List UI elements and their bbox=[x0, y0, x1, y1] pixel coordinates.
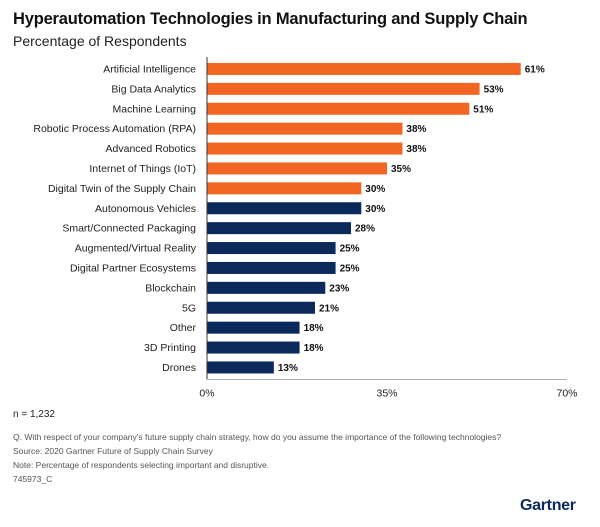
bar bbox=[207, 222, 351, 235]
category-label: Advanced Robotics bbox=[106, 143, 196, 155]
bar bbox=[207, 182, 362, 195]
category-label: 5G bbox=[182, 302, 196, 314]
data-label: 30% bbox=[365, 204, 385, 215]
data-label: 25% bbox=[340, 244, 360, 255]
data-label: 51% bbox=[473, 104, 493, 115]
data-label: 38% bbox=[406, 144, 426, 155]
data-label: 28% bbox=[355, 224, 375, 235]
data-label: 21% bbox=[319, 303, 339, 314]
data-label: 13% bbox=[278, 363, 298, 374]
category-label: Other bbox=[170, 322, 197, 334]
bar bbox=[207, 82, 480, 95]
bar bbox=[207, 122, 403, 135]
chart-subtitle: Percentage of Respondents bbox=[13, 33, 187, 49]
question-note: Q. With respect of your company's future… bbox=[13, 432, 502, 442]
bar bbox=[207, 62, 521, 75]
category-label: Digital Twin of the Supply Chain bbox=[48, 183, 196, 195]
gartner-logo: Gartner bbox=[520, 497, 576, 514]
category-label: Blockchain bbox=[145, 282, 196, 294]
category-label: Autonomous Vehicles bbox=[95, 203, 196, 215]
chart-title: Hyperautomation Technologies in Manufact… bbox=[13, 10, 528, 28]
x-tick-label: 0% bbox=[199, 387, 214, 399]
data-label: 30% bbox=[365, 184, 385, 195]
bar bbox=[207, 102, 470, 115]
data-label: 53% bbox=[484, 84, 504, 95]
data-label: 38% bbox=[406, 124, 426, 135]
category-label: Digital Partner Ecosystems bbox=[70, 262, 196, 274]
x-tick-label: 35% bbox=[376, 387, 397, 399]
data-label: 23% bbox=[329, 283, 349, 294]
data-label: 35% bbox=[391, 164, 411, 175]
source-note: Source: 2020 Gartner Future of Supply Ch… bbox=[13, 446, 213, 456]
bar bbox=[207, 361, 274, 374]
bar bbox=[207, 202, 362, 215]
bar-chart: Artificial Intelligence 61% Big Data Analy… bbox=[33, 57, 578, 399]
bar bbox=[207, 162, 387, 175]
data-label: 18% bbox=[304, 343, 324, 354]
sample-size: n = 1,232 bbox=[13, 409, 55, 420]
bar bbox=[207, 341, 300, 354]
category-label: Robotic Process Automation (RPA) bbox=[33, 123, 196, 135]
category-label: Smart/Connected Packaging bbox=[62, 223, 196, 235]
bar bbox=[207, 261, 336, 274]
data-label: 61% bbox=[525, 64, 545, 75]
category-label: Machine Learning bbox=[113, 103, 197, 115]
chart-id: 745973_C bbox=[13, 474, 53, 484]
bar bbox=[207, 142, 403, 155]
category-label: 3D Printing bbox=[144, 342, 196, 354]
bar bbox=[207, 321, 300, 334]
bar bbox=[207, 301, 315, 314]
footnote: Note: Percentage of respondents selectin… bbox=[13, 460, 270, 470]
category-label: Big Data Analytics bbox=[111, 83, 196, 95]
bar bbox=[207, 242, 336, 255]
data-label: 25% bbox=[340, 263, 360, 274]
bar bbox=[207, 281, 326, 294]
category-label: Artificial Intelligence bbox=[103, 63, 196, 75]
category-label: Internet of Things (IoT) bbox=[89, 163, 196, 175]
data-label: 18% bbox=[304, 323, 324, 334]
x-tick-label: 70% bbox=[556, 387, 577, 399]
category-label: Drones bbox=[162, 362, 196, 374]
category-label: Augmented/Virtual Reality bbox=[75, 243, 197, 255]
